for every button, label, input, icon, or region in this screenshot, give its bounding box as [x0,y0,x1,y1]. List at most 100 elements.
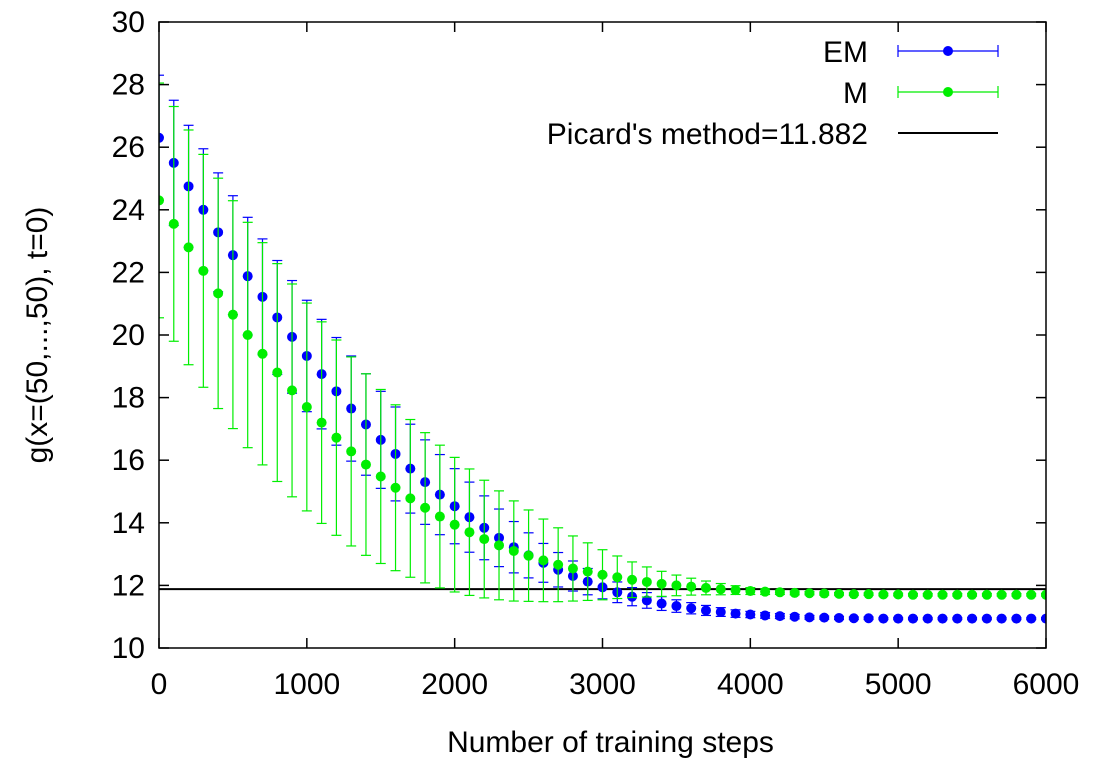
data-point [848,613,859,624]
data-point [686,603,697,614]
data-point [834,588,845,599]
y-tick-label: 20 [112,319,145,352]
data-point [819,612,830,623]
data-point [834,612,845,623]
data-point [597,569,608,580]
data-point [981,613,992,624]
data-point [967,613,978,624]
data-point [1041,589,1046,600]
data-point [671,580,682,591]
data-point [922,589,933,600]
x-tick-label: 0 [151,668,168,701]
data-point [760,610,771,621]
data-point [242,330,253,340]
data-point [967,589,978,600]
data-point [183,242,194,253]
legend-marker [943,46,953,56]
y-tick-label: 16 [112,444,145,477]
data-point [686,581,697,592]
y-tick-label: 28 [112,69,145,102]
data-point [494,540,505,551]
data-point [848,589,859,600]
data-point [1011,589,1022,600]
data-point [538,555,549,566]
x-axis-label: Number of training steps [447,726,774,759]
data-point [878,613,889,624]
data-point [301,401,312,412]
y-tick-label: 24 [112,194,145,227]
legend: EM M Picard's method=11.882 [547,36,999,151]
data-point [730,585,741,596]
data-point [434,511,445,522]
data-point [789,611,800,622]
data-point [937,589,948,600]
data-point [774,587,785,598]
legend-label: EM [823,36,868,69]
data-point [257,348,268,359]
data-point [774,611,785,622]
data-point [789,587,800,598]
data-point [700,582,711,593]
data-point [745,586,756,597]
data-point [804,612,815,623]
y-tick-label: 18 [112,382,145,415]
legend-marker [943,87,953,97]
data-point [641,595,652,606]
y-tick-label: 26 [112,131,145,164]
data-point [893,613,904,624]
data-point [272,367,283,378]
data-point [331,432,342,443]
data-point [316,417,327,428]
data-point [464,527,475,538]
data-point [612,572,623,583]
y-tick-label: 12 [112,569,145,602]
data-point [479,534,490,545]
data-point [360,459,371,470]
data-point [819,588,830,599]
data-point [715,584,726,595]
data-point [553,559,564,570]
data-point [449,519,460,530]
data-point [390,482,401,493]
data-point [730,608,741,619]
data-point [582,566,593,577]
data-point [952,589,963,600]
y-axis-label: g(x=(50,...,50), t=0) [21,207,54,464]
data-point [508,545,519,556]
data-point [981,589,992,600]
data-point [996,613,1007,624]
data-point [922,613,933,624]
series-em [159,74,1046,624]
y-tick-label: 10 [112,632,145,665]
data-point [878,589,889,600]
data-point [227,309,238,320]
x-tick-label: 1000 [273,668,340,701]
data-point [952,613,963,624]
axes: 10 12 14 16 18 20 22 24 26 28 30 0 1000 2000 3000 4000 5… [21,6,1079,759]
legend-label: M [843,77,868,110]
x-tick-label: 3000 [569,668,636,701]
data-point [213,288,224,299]
data-point [863,613,874,624]
data-point [656,578,667,589]
data-point [346,446,357,457]
data-point [863,589,874,600]
data-point [523,550,534,561]
data-point [907,613,918,624]
data-point [198,265,209,276]
data-point [760,586,771,597]
x-tick-label: 2000 [421,668,488,701]
data-point [159,132,164,143]
data-point [671,601,682,612]
data-point [405,493,416,504]
data-point [1026,613,1037,624]
x-tick-label: 5000 [865,668,932,701]
y-tick-label: 14 [112,507,145,540]
plot-area [159,74,1046,624]
data-point [375,471,386,482]
data-point [937,613,948,624]
data-point [287,385,298,396]
data-point [804,588,815,599]
